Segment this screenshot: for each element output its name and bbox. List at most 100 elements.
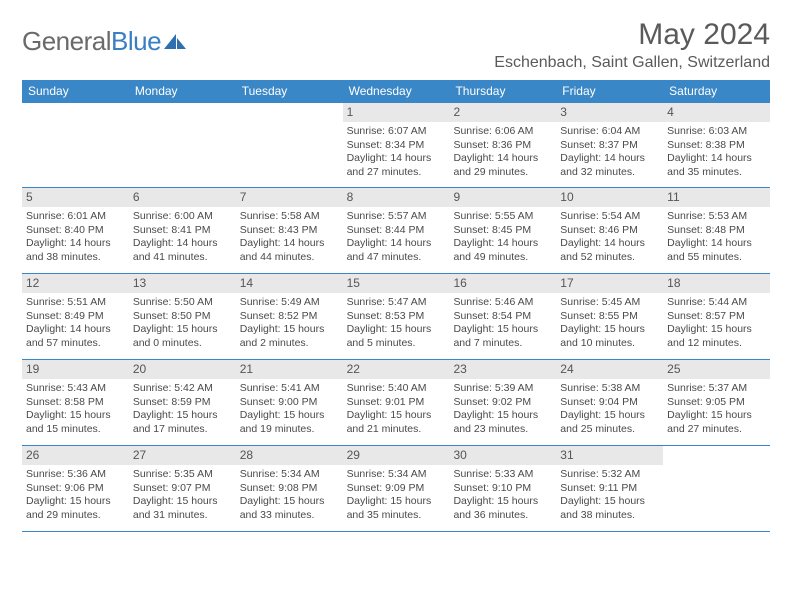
day-number: 27 [129, 446, 236, 465]
sunset-line: Sunset: 8:37 PM [560, 139, 659, 152]
daylight-line2: and 49 minutes. [453, 251, 552, 264]
daylight-line1: Daylight: 15 hours [26, 409, 125, 422]
dow-cell: Wednesday [343, 80, 450, 102]
day-info: Sunrise: 6:04 AMSunset: 8:37 PMDaylight:… [560, 125, 659, 179]
daylight-line2: and 17 minutes. [133, 423, 232, 436]
sunrise-line: Sunrise: 5:53 AM [667, 210, 766, 223]
sunset-line: Sunset: 8:45 PM [453, 224, 552, 237]
daylight-line1: Daylight: 15 hours [347, 495, 446, 508]
day-number: 13 [129, 274, 236, 293]
day-cell: 4Sunrise: 6:03 AMSunset: 8:38 PMDaylight… [663, 103, 770, 187]
daylight-line2: and 15 minutes. [26, 423, 125, 436]
sunset-line: Sunset: 9:04 PM [560, 396, 659, 409]
day-number: 25 [663, 360, 770, 379]
daylight-line2: and 7 minutes. [453, 337, 552, 350]
sunset-line: Sunset: 8:55 PM [560, 310, 659, 323]
daylight-line1: Daylight: 14 hours [133, 237, 232, 250]
daylight-line2: and 10 minutes. [560, 337, 659, 350]
daylight-line1: Daylight: 15 hours [240, 409, 339, 422]
sunset-line: Sunset: 8:46 PM [560, 224, 659, 237]
daylight-line1: Daylight: 14 hours [347, 237, 446, 250]
day-number: 5 [22, 188, 129, 207]
day-info: Sunrise: 5:32 AMSunset: 9:11 PMDaylight:… [560, 468, 659, 522]
sunrise-line: Sunrise: 5:58 AM [240, 210, 339, 223]
daylight-line2: and 41 minutes. [133, 251, 232, 264]
daylight-line1: Daylight: 14 hours [453, 237, 552, 250]
daylight-line2: and 35 minutes. [667, 166, 766, 179]
day-cell: 17Sunrise: 5:45 AMSunset: 8:55 PMDayligh… [556, 274, 663, 359]
day-info: Sunrise: 6:06 AMSunset: 8:36 PMDaylight:… [453, 125, 552, 179]
day-info: Sunrise: 5:41 AMSunset: 9:00 PMDaylight:… [240, 382, 339, 436]
day-info: Sunrise: 5:42 AMSunset: 8:59 PMDaylight:… [133, 382, 232, 436]
daylight-line2: and 12 minutes. [667, 337, 766, 350]
week-row: 12Sunrise: 5:51 AMSunset: 8:49 PMDayligh… [22, 274, 770, 360]
sunrise-line: Sunrise: 6:04 AM [560, 125, 659, 138]
daylight-line1: Daylight: 15 hours [347, 323, 446, 336]
day-cell: 22Sunrise: 5:40 AMSunset: 9:01 PMDayligh… [343, 360, 450, 445]
day-number: 10 [556, 188, 663, 207]
day-cell [236, 103, 343, 187]
sunrise-line: Sunrise: 5:47 AM [347, 296, 446, 309]
sunrise-line: Sunrise: 5:43 AM [26, 382, 125, 395]
location-text: Eschenbach, Saint Gallen, Switzerland [494, 54, 770, 72]
day-info: Sunrise: 5:37 AMSunset: 9:05 PMDaylight:… [667, 382, 766, 436]
day-cell: 5Sunrise: 6:01 AMSunset: 8:40 PMDaylight… [22, 188, 129, 273]
day-cell: 29Sunrise: 5:34 AMSunset: 9:09 PMDayligh… [343, 446, 450, 531]
day-cell: 6Sunrise: 6:00 AMSunset: 8:41 PMDaylight… [129, 188, 236, 273]
sunrise-line: Sunrise: 5:34 AM [240, 468, 339, 481]
sunset-line: Sunset: 8:49 PM [26, 310, 125, 323]
daylight-line1: Daylight: 15 hours [26, 495, 125, 508]
daylight-line2: and 2 minutes. [240, 337, 339, 350]
day-number: 15 [343, 274, 450, 293]
day-cell: 21 Sunrise: 5:41 AMSunset: 9:00 PMDayligh… [236, 360, 343, 445]
day-number: 24 [556, 360, 663, 379]
day-cell [663, 446, 770, 531]
day-cell: 31Sunrise: 5:32 AMSunset: 9:11 PMDayligh… [556, 446, 663, 531]
daylight-line1: Daylight: 15 hours [560, 409, 659, 422]
daylight-line2: and 29 minutes. [26, 509, 125, 522]
week-row: 1Sunrise: 6:07 AMSunset: 8:34 PMDaylight… [22, 102, 770, 188]
sunrise-line: Sunrise: 5:34 AM [347, 468, 446, 481]
daylight-line2: and 0 minutes. [133, 337, 232, 350]
sunrise-line: Sunrise: 5:32 AM [560, 468, 659, 481]
sunrise-line: Sunrise: 5:40 AM [347, 382, 446, 395]
daylight-line2: and 38 minutes. [26, 251, 125, 264]
daylight-line2: and 38 minutes. [560, 509, 659, 522]
sunrise-line: Sunrise: 5:50 AM [133, 296, 232, 309]
sunset-line: Sunset: 8:50 PM [133, 310, 232, 323]
day-number: 6 [129, 188, 236, 207]
day-number: 7 [236, 188, 343, 207]
calendar: SundayMondayTuesdayWednesdayThursdayFrid… [22, 80, 770, 532]
sunrise-line: Sunrise: 5:57 AM [347, 210, 446, 223]
daylight-line1: Daylight: 15 hours [133, 409, 232, 422]
sunrise-line: Sunrise: 6:06 AM [453, 125, 552, 138]
daylight-line2: and 19 minutes. [240, 423, 339, 436]
day-cell: 2 Sunrise: 6:06 AMSunset: 8:36 PMDaylight… [449, 103, 556, 187]
day-cell: 20Sunrise: 5:42 AMSunset: 8:59 PMDayligh… [129, 360, 236, 445]
calendar-page: GeneralBlue May 2024 Eschenbach, Saint G… [0, 0, 792, 542]
day-info: Sunrise: 5:35 AMSunset: 9:07 PMDaylight:… [133, 468, 232, 522]
day-cell: 16Sunrise: 5:46 AMSunset: 8:54 PMDayligh… [449, 274, 556, 359]
daylight-line2: and 35 minutes. [347, 509, 446, 522]
day-info: Sunrise: 5:50 AMSunset: 8:50 PMDaylight:… [133, 296, 232, 350]
day-cell: 1Sunrise: 6:07 AMSunset: 8:34 PMDaylight… [343, 103, 450, 187]
sunset-line: Sunset: 8:43 PM [240, 224, 339, 237]
day-cell: 11Sunrise: 5:53 AMSunset: 8:48 PMDayligh… [663, 188, 770, 273]
day-number: 21 [236, 360, 343, 379]
title-block: May 2024 Eschenbach, Saint Gallen, Switz… [494, 18, 770, 72]
dow-cell: Monday [129, 80, 236, 102]
day-cell [129, 103, 236, 187]
sunrise-line: Sunrise: 5:33 AM [453, 468, 552, 481]
day-info: Sunrise: 5:47 AMSunset: 8:53 PMDaylight:… [347, 296, 446, 350]
day-cell: 3Sunrise: 6:04 AMSunset: 8:37 PMDaylight… [556, 103, 663, 187]
day-cell: 12Sunrise: 5:51 AMSunset: 8:49 PMDayligh… [22, 274, 129, 359]
day-number: 8 [343, 188, 450, 207]
sunset-line: Sunset: 8:57 PM [667, 310, 766, 323]
daylight-line2: and 5 minutes. [347, 337, 446, 350]
day-cell: 7Sunrise: 5:58 AMSunset: 8:43 PMDaylight… [236, 188, 343, 273]
day-info: Sunrise: 5:34 AMSunset: 9:09 PMDaylight:… [347, 468, 446, 522]
daylight-line1: Daylight: 15 hours [133, 323, 232, 336]
day-number: 11 [663, 188, 770, 207]
calendar-weeks: 1Sunrise: 6:07 AMSunset: 8:34 PMDaylight… [22, 102, 770, 532]
day-number: 2 [449, 103, 556, 122]
